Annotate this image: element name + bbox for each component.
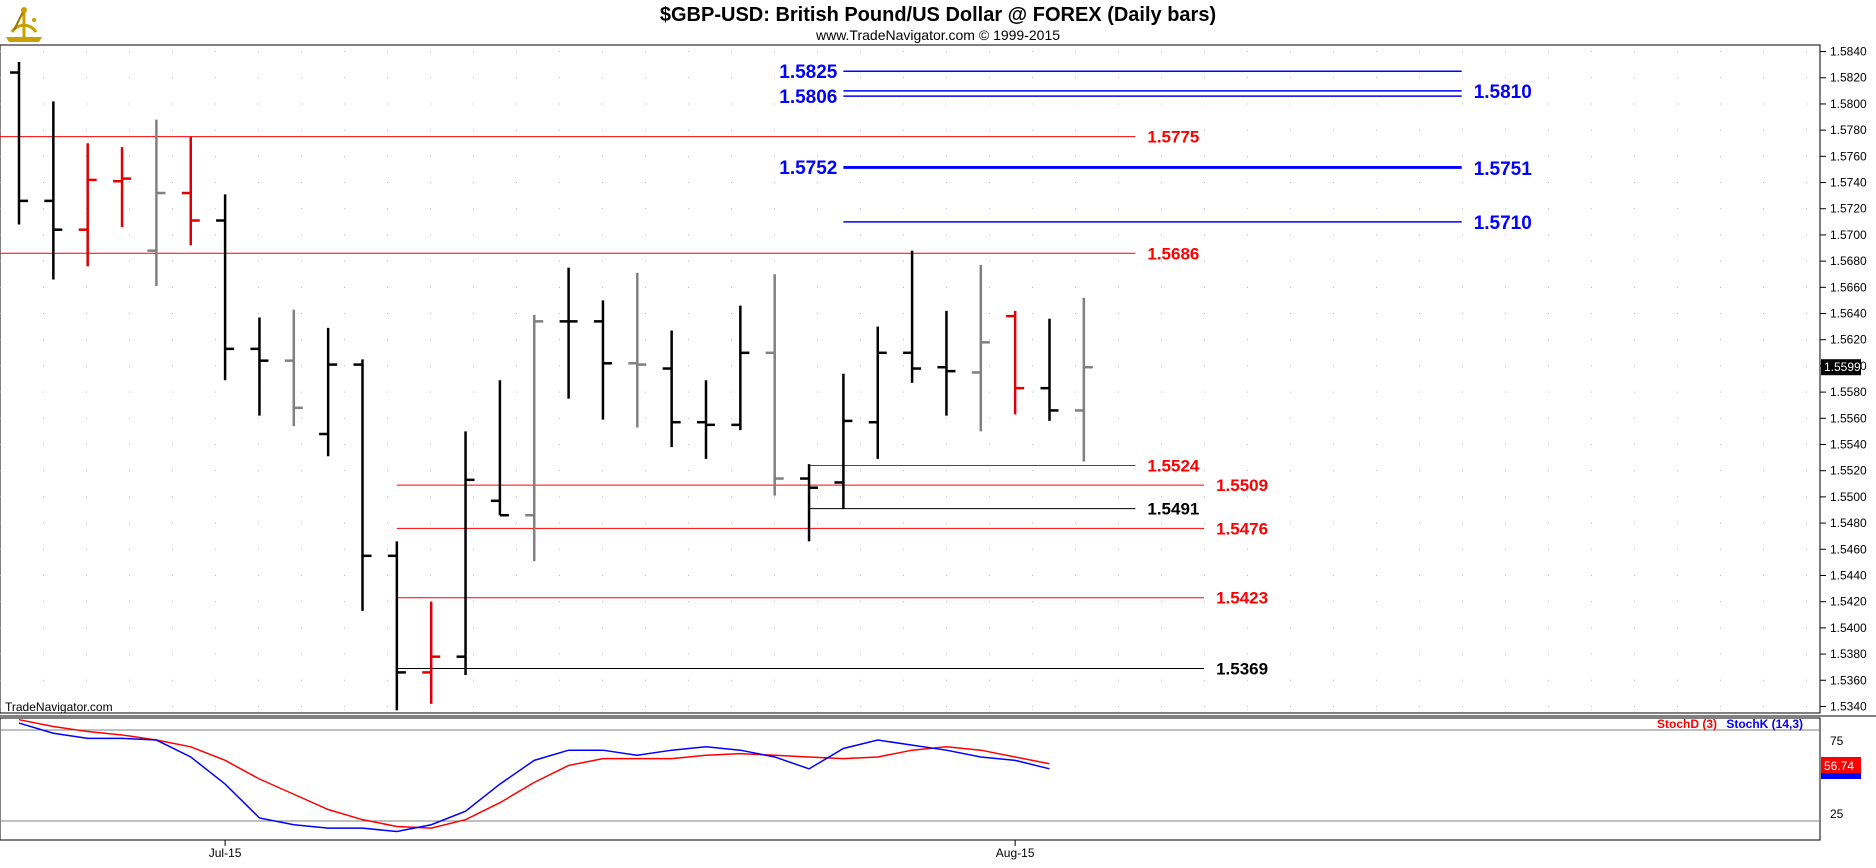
ohlc-bar [662,330,681,448]
ohlc-bar [44,101,63,280]
ohlc-bar [250,317,269,416]
stoch-last-value: 56.74 [1824,759,1854,773]
ohlc-bar [353,359,372,611]
ohlc-bar [525,314,544,562]
level-label: 1.5423 [1216,589,1268,608]
ohlc-bar [147,119,166,287]
y-tick-label: 1.5420 [1830,595,1867,609]
level-label: 1.5810 [1474,82,1532,103]
y-tick-label: 1.5640 [1830,307,1867,321]
watermark-text: TradeNavigator.com [5,700,113,714]
level-label: 1.5775 [1147,128,1199,147]
stoch-series-line [18,722,1050,833]
stoch-tick-75: 75 [1830,734,1844,748]
ohlc-bar [628,272,647,428]
ohlc-bar [284,309,303,427]
ohlc-bar [1006,310,1025,415]
chart-title: $GBP-USD: British Pound/US Dollar @ FORE… [660,4,1216,26]
y-tick-label: 1.5440 [1830,568,1867,582]
level-label: 1.5524 [1147,456,1200,475]
level-label: 1.5752 [779,158,837,179]
legend-stochk: StochK (14,3) [1726,717,1803,731]
level-label: 1.5476 [1216,519,1268,538]
y-tick-label: 1.5680 [1830,254,1867,268]
y-tick-label: 1.5580 [1830,385,1867,399]
level-label: 1.5806 [779,87,837,108]
stoch-series-line [18,718,1050,829]
ohlc-bar [216,194,235,381]
y-tick-label: 1.5740 [1830,176,1867,190]
level-label: 1.5509 [1216,476,1268,495]
ohlc-bar [559,267,578,399]
level-label: 1.5751 [1474,159,1533,180]
y-tick-label: 1.5720 [1830,202,1867,216]
ohlc-bar [868,326,887,459]
y-tick-label: 1.5500 [1830,490,1867,504]
stoch-k-last-tag [1821,773,1861,779]
price-panel-frame [0,44,1821,714]
ohlc-bar [10,62,28,225]
level-label: 1.5710 [1474,213,1532,234]
ohlc-bar [1074,297,1093,462]
ohlc-bar [903,250,922,383]
ohlc-bar [456,431,475,676]
stoch-last-tag [1821,757,1861,773]
x-tick-label: Aug-15 [996,846,1035,860]
y-tick-label: 1.5760 [1830,149,1867,163]
chart-subtitle: www.TradeNavigator.com © 1999-2015 [815,27,1060,43]
y-tick-label: 1.5620 [1830,333,1867,347]
ohlc-bar [765,274,784,496]
ohlc-bar [422,601,441,704]
ohlc-bar [593,300,612,420]
date-axis: Jul-15 Aug-15 [209,840,1035,860]
level-label: 1.5825 [779,62,838,83]
ohlc-bars [10,62,1093,711]
level-lines: 1.5825 1.5810 1.5806 1.5752 1.5751 1.5710 1.57… [0,62,1532,678]
last-price-tag: 1.5599 [1821,359,1861,376]
ohlc-bar [387,541,406,711]
ohlc-bar [937,310,956,416]
y-tick-label: 1.5340 [1830,699,1867,713]
y-tick-label: 1.5540 [1830,437,1867,451]
y-tick-label: 1.5380 [1830,647,1867,661]
y-tick-label: 1.5360 [1830,673,1867,687]
stoch-tick-25: 25 [1830,807,1844,821]
ohlc-bar [800,464,819,542]
y-tick-label: 1.5480 [1830,516,1867,530]
ohlc-bar [319,327,338,457]
last-price-label: 1.5599 [1824,360,1861,374]
ohlc-bar [1040,318,1059,421]
y-tick-label: 1.5820 [1830,71,1867,85]
y-tick-label: 1.5700 [1830,228,1867,242]
level-label: 1.5369 [1216,659,1268,678]
ohlc-bar [490,380,509,517]
y-tick-label: 1.5780 [1830,123,1867,137]
ohlc-bar [731,305,750,431]
ohlc-bar [113,147,132,228]
y-tick-label: 1.5660 [1830,280,1867,294]
ohlc-bar [697,380,715,459]
y-tick-label: 1.5460 [1830,542,1867,556]
stoch-lines [18,718,1050,833]
y-tick-label: 1.5800 [1830,97,1867,111]
ohlc-bar [78,143,97,267]
level-label: 1.5686 [1147,244,1199,263]
y-tick-label: 1.5400 [1830,621,1867,635]
ohlc-bar [834,373,853,509]
y-tick-label: 1.5520 [1830,464,1867,478]
sextant-logo-icon [6,7,42,42]
y-tick-label: 1.5560 [1830,411,1867,425]
y-tick-label: 1.5840 [1830,45,1867,59]
legend-stochd: StochD (3) [1657,717,1717,731]
ohlc-bar [181,136,200,246]
ohlc-bar [971,265,990,432]
x-tick-label: Jul-15 [209,846,242,860]
level-label: 1.5491 [1147,500,1199,519]
stoch-panel-frame [0,717,1821,841]
